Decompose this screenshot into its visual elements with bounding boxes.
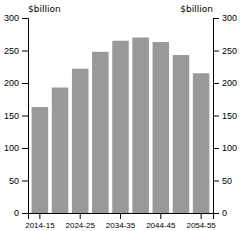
tick: 50: [213, 176, 232, 186]
y-axis-label: $billion: [28, 4, 61, 14]
tick-mark: [213, 116, 219, 117]
tick: 100: [213, 143, 237, 153]
tick: 2054-55: [186, 213, 216, 230]
tick: 200: [4, 78, 28, 88]
tick: 300: [4, 13, 28, 23]
y2-axis-label: $billion: [180, 4, 213, 14]
tick-label: 300: [4, 13, 19, 23]
bar: [52, 88, 69, 213]
tick-label: 100: [222, 143, 237, 153]
tick-mark: [213, 181, 219, 182]
tick: 2044-45: [146, 213, 176, 230]
tick-mark: [120, 213, 121, 219]
tick: 300: [213, 13, 237, 23]
tick: 200: [213, 78, 237, 88]
tick: 0: [213, 208, 227, 218]
tick-mark: [22, 51, 28, 52]
tick-mark: [213, 148, 219, 149]
bars: [32, 38, 210, 214]
tick-label: 2034-35: [106, 221, 136, 230]
bar: [153, 42, 170, 213]
tick: 2014-15: [25, 213, 55, 230]
y-axis: 0 50 100 150 200 250 300: [4, 13, 29, 218]
axis-line: [22, 19, 29, 214]
plot: 2014-15 2024-25 2034-35 2044-45 2054-55 0 50 10…: [4, 4, 237, 230]
bar: [72, 69, 89, 213]
tick: 2024-25: [66, 213, 96, 230]
tick-mark: [22, 213, 28, 214]
tick-label: 250: [222, 46, 237, 56]
tick-label: 50: [9, 176, 19, 186]
bar: [32, 107, 49, 213]
bar: [132, 38, 149, 214]
tick-mark: [213, 51, 219, 52]
tick: 0: [14, 208, 28, 218]
y2-axis: 0 50 100 150 200 250 300: [213, 13, 237, 218]
tick-label: 50: [222, 176, 232, 186]
tick: 250: [213, 46, 237, 56]
tick-label: 0: [14, 208, 19, 218]
tick-label: 2054-55: [186, 221, 216, 230]
tick: 150: [213, 111, 237, 121]
bar: [112, 41, 129, 213]
tick-label: 250: [4, 46, 19, 56]
axis-line: [214, 19, 220, 214]
tick-mark: [213, 213, 219, 214]
x-axis: 2014-15 2024-25 2034-35 2044-45 2054-55: [25, 213, 216, 230]
bar: [193, 73, 210, 213]
tick-label: 0: [222, 208, 227, 218]
tick: 250: [4, 46, 28, 56]
tick-mark: [80, 213, 81, 219]
tick-mark: [22, 148, 28, 149]
chart: 2014-15 2024-25 2034-35 2044-45 2054-55 0 50 10…: [0, 0, 241, 231]
tick-label: 2014-15: [25, 221, 55, 230]
tick-mark: [22, 116, 28, 117]
tick-mark: [22, 181, 28, 182]
tick-mark: [22, 83, 28, 84]
tick-label: 150: [222, 111, 237, 121]
tick-mark: [213, 18, 219, 19]
tick-label: 200: [222, 78, 237, 88]
tick: 150: [4, 111, 28, 121]
tick-label: 2024-25: [66, 221, 96, 230]
axis-line: [29, 214, 214, 220]
tick-label: 300: [222, 13, 237, 23]
tick: 100: [4, 143, 28, 153]
tick-label: 150: [4, 111, 19, 121]
tick-mark: [160, 213, 161, 219]
bar: [92, 52, 109, 213]
bar: [173, 55, 190, 213]
tick-label: 2044-45: [146, 221, 176, 230]
tick-mark: [39, 213, 40, 219]
tick-label: 100: [4, 143, 19, 153]
tick-label: 200: [4, 78, 19, 88]
tick-mark: [22, 18, 28, 19]
tick: 2034-35: [106, 213, 136, 230]
chart-container: 2014-15 2024-25 2034-35 2044-45 2054-55 0 50 10…: [0, 0, 241, 231]
tick: 50: [9, 176, 28, 186]
tick-mark: [201, 213, 202, 219]
tick-mark: [213, 83, 219, 84]
